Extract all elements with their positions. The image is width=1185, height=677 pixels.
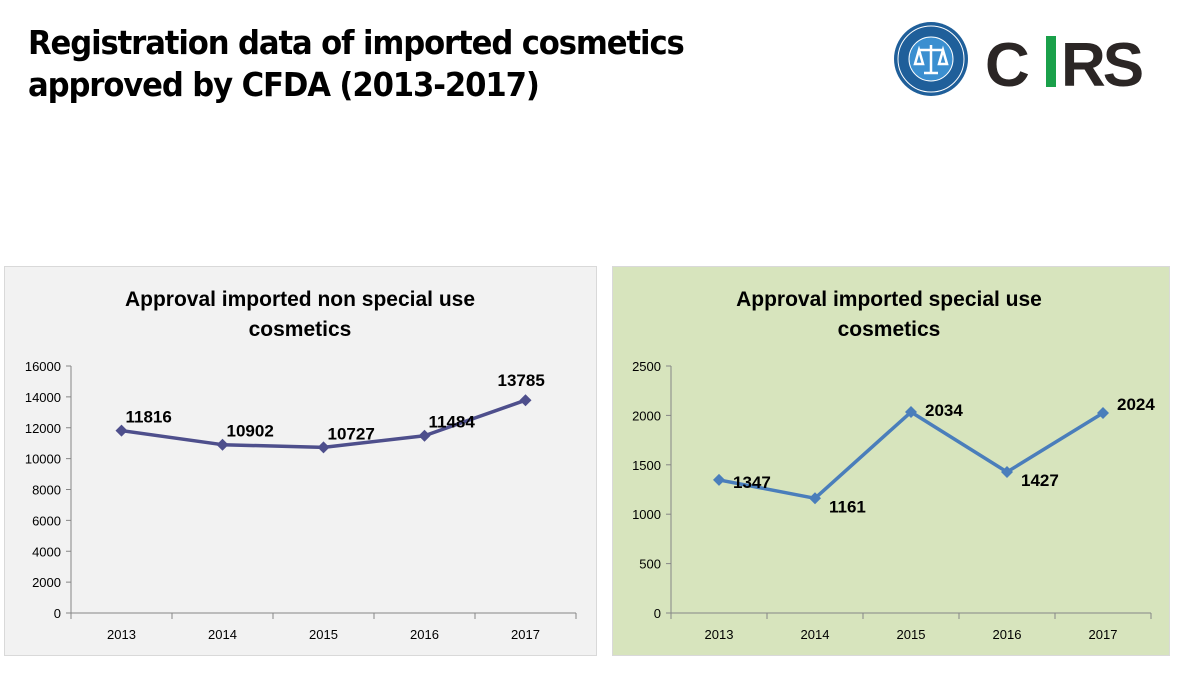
slide-title: Registration data of imported cosmetics …	[28, 23, 685, 104]
y-tick-label: 6000	[32, 513, 61, 528]
data-point-marker	[317, 441, 330, 454]
chart-title: Approval imported special use	[736, 288, 1042, 311]
data-label: 10727	[328, 424, 375, 443]
data-point-marker	[809, 492, 821, 505]
svg-text:C: C	[985, 31, 1029, 100]
x-tick-label: 2016	[410, 627, 439, 642]
data-label: 1427	[1021, 471, 1059, 490]
data-label: 2034	[925, 401, 963, 420]
chart-title: cosmetics	[249, 318, 352, 341]
y-tick-label: 12000	[25, 421, 61, 436]
data-point-marker	[418, 429, 431, 442]
y-tick-label: 16000	[25, 359, 61, 374]
y-tick-label: 2000	[632, 408, 661, 423]
data-point-marker	[1001, 466, 1013, 479]
chart-title: Approval imported non special use	[125, 288, 475, 311]
x-tick-label: 2017	[1089, 627, 1118, 642]
x-tick-label: 2014	[208, 627, 237, 642]
data-point-marker	[1097, 407, 1109, 420]
scales-emblem-icon	[894, 22, 968, 96]
svg-text:RS: RS	[1061, 31, 1142, 100]
chart-non-special-use: Approval imported non special use cosmeti…	[4, 266, 597, 656]
x-tick-label: 2015	[897, 627, 926, 642]
data-label: 1347	[733, 473, 771, 492]
x-tick-label: 2014	[801, 627, 830, 642]
y-tick-label: 2500	[632, 359, 661, 374]
y-tick-label: 10000	[25, 452, 61, 467]
data-label: 11816	[126, 408, 172, 427]
x-tick-label: 2016	[993, 627, 1022, 642]
data-label: 11484	[429, 413, 476, 432]
y-tick-label: 4000	[32, 544, 61, 559]
x-tick-label: 2015	[309, 627, 338, 642]
y-tick-label: 14000	[25, 390, 61, 405]
y-tick-label: 0	[654, 606, 661, 621]
y-tick-label: 500	[639, 557, 661, 572]
y-tick-label: 2000	[32, 575, 61, 590]
y-tick-label: 8000	[32, 483, 61, 498]
x-tick-label: 2013	[705, 627, 734, 642]
y-tick-label: 1000	[632, 507, 661, 522]
x-tick-label: 2013	[107, 627, 136, 642]
data-point-marker	[115, 424, 128, 437]
data-label: 13785	[498, 371, 545, 390]
y-tick-label: 0	[54, 606, 61, 621]
x-tick-label: 2017	[511, 627, 540, 642]
data-label: 2024	[1117, 395, 1155, 414]
chart-title: cosmetics	[838, 318, 941, 341]
y-tick-label: 1500	[632, 458, 661, 473]
data-point-marker	[519, 394, 532, 407]
data-point-marker	[905, 406, 917, 419]
data-point-marker	[216, 438, 229, 451]
chart-special-use: Approval imported special use cosmetics 0 5…	[612, 266, 1170, 656]
data-label: 10902	[227, 422, 274, 441]
data-label: 1161	[829, 497, 866, 516]
data-point-marker	[713, 473, 725, 486]
cirs-logo: C RS	[893, 20, 1153, 105]
